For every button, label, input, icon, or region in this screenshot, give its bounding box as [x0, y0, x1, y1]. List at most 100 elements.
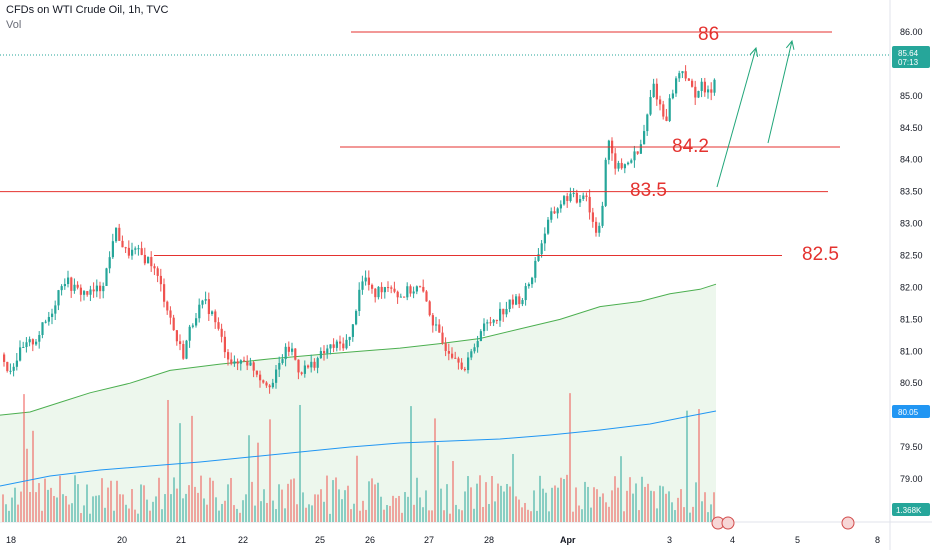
candle-body: [125, 247, 127, 248]
volume-bar: [617, 488, 619, 522]
volume-bar: [308, 504, 310, 522]
volume-bar: [206, 505, 208, 522]
volume-bar: [485, 482, 487, 522]
candle-body: [29, 339, 31, 342]
candle-body: [509, 300, 511, 309]
volume-bar: [104, 508, 106, 522]
volume-bar: [698, 409, 700, 522]
candle-body: [528, 284, 530, 286]
candle-body: [381, 287, 383, 292]
candle-body: [585, 196, 587, 197]
candle-body: [515, 296, 517, 304]
volume-bar: [554, 485, 556, 522]
volume-bar: [710, 504, 712, 522]
candle-body: [221, 329, 223, 337]
candle-body: [473, 347, 475, 351]
volume-bar: [200, 476, 202, 522]
candle-body: [432, 315, 434, 325]
volume-bar: [428, 510, 430, 522]
candle-body: [96, 286, 98, 292]
volume-bar: [620, 456, 622, 522]
volume-bar: [575, 487, 577, 522]
candle-body: [38, 335, 40, 342]
candle-body: [569, 194, 571, 201]
volume-bar: [287, 484, 289, 522]
y-tick-label: 81.50: [900, 314, 923, 324]
volume-bar: [155, 496, 157, 522]
candle-body: [374, 289, 376, 297]
candle-body: [176, 330, 178, 341]
y-tick-label: 79.50: [900, 442, 923, 452]
flag-icon: [842, 517, 854, 529]
volume-bar: [395, 498, 397, 522]
candle-body: [281, 359, 283, 363]
candle-body: [99, 286, 101, 292]
candle-body: [416, 286, 418, 291]
candle-body: [534, 261, 536, 278]
candle-body: [192, 326, 194, 327]
volume-bar: [470, 487, 472, 522]
candle-body: [304, 366, 306, 374]
x-tick-label: 5: [795, 535, 800, 545]
level-label-83-5: 83.5: [630, 180, 667, 201]
projection-arrows[interactable]: [717, 41, 794, 187]
candle-body: [182, 344, 184, 359]
candle-body: [157, 268, 159, 276]
volume-bar: [584, 482, 586, 522]
candle-body: [525, 286, 527, 300]
volume-bar: [647, 484, 649, 522]
volume-bar: [671, 502, 673, 522]
volume-bar: [251, 482, 253, 522]
horizontal-levels[interactable]: 86 84.2 83.5 82.5: [0, 24, 890, 265]
candle-body: [518, 296, 520, 304]
candle-body: [9, 371, 11, 372]
candle-body: [467, 357, 469, 370]
volume-bar: [14, 488, 16, 522]
volume-bar: [419, 497, 421, 522]
candle-body: [544, 234, 546, 244]
candle-body: [201, 301, 203, 305]
volume-bar: [269, 419, 271, 522]
candle-body: [361, 281, 363, 289]
volume-bar: [302, 492, 304, 522]
candle-body: [435, 324, 437, 325]
volume-bar: [146, 500, 148, 522]
candle-body: [512, 300, 514, 305]
volume-bar: [152, 502, 154, 522]
candle-body: [179, 341, 181, 344]
volume-bar: [380, 497, 382, 522]
arrow-line: [717, 48, 756, 187]
candle-body: [710, 89, 712, 92]
candle-body: [57, 290, 59, 305]
candle-body: [233, 361, 235, 363]
volume-bar: [623, 511, 625, 522]
volume-bar: [215, 497, 217, 522]
volume-bar: [371, 478, 373, 522]
candle-body: [368, 278, 370, 285]
candle-body: [505, 309, 507, 314]
volume-bar: [323, 502, 325, 522]
x-tick-label: Apr: [560, 535, 576, 545]
candle-body: [665, 117, 667, 121]
candle-body: [579, 199, 581, 203]
volume-bar: [26, 449, 28, 522]
volume-bar: [587, 487, 589, 522]
volume-bar: [353, 504, 355, 522]
volume-bar: [665, 494, 667, 522]
last-volume-value: 1.368K: [896, 506, 922, 515]
volume-bar: [392, 496, 394, 522]
volume-bar: [656, 508, 658, 522]
candle-body: [502, 309, 504, 314]
candle-body: [486, 322, 488, 323]
volume-bar: [245, 494, 247, 522]
volume-bar: [626, 491, 628, 522]
volume-bar: [173, 477, 175, 522]
volume-bar: [611, 490, 613, 522]
volume-bar: [350, 509, 352, 522]
volume-bar: [17, 505, 19, 522]
candle-body: [35, 342, 37, 345]
volume-bar: [416, 478, 418, 522]
volume-bar: [398, 496, 400, 522]
candle-body: [32, 339, 34, 344]
